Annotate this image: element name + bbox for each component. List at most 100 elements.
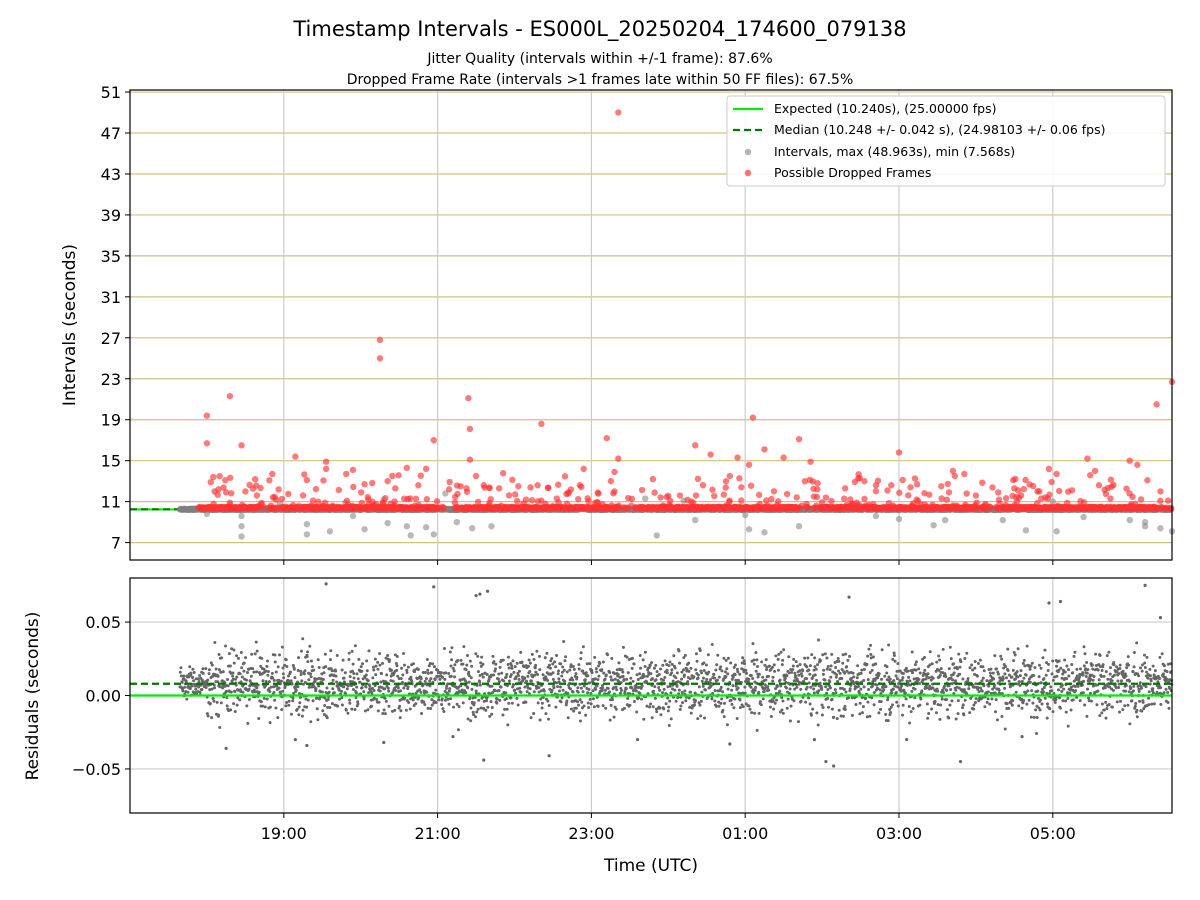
dropped-frame-point <box>465 395 472 402</box>
dropped-frame-point <box>509 476 516 484</box>
dropped-frame-point <box>722 484 729 491</box>
dropped-frame-point <box>938 495 945 502</box>
residual-point <box>232 648 236 652</box>
dropped-frame-point <box>747 482 755 489</box>
dropped-frame-point <box>289 502 297 509</box>
dropped-frame-point <box>511 491 519 498</box>
interval-point <box>742 511 749 519</box>
residual-point <box>456 658 460 662</box>
residual-point <box>220 656 224 660</box>
residual-point <box>178 670 182 674</box>
residual-point <box>331 678 335 682</box>
residual-point <box>411 698 415 702</box>
residual-point <box>309 720 313 724</box>
residual-point <box>272 678 276 682</box>
dropped-frame-point <box>392 485 399 492</box>
dropped-frame-point <box>649 475 657 483</box>
residual-point <box>299 673 303 677</box>
residual-point <box>359 665 363 669</box>
dropped-frame-point <box>849 500 856 508</box>
residual-point <box>291 699 295 703</box>
residual-point <box>312 668 316 672</box>
dropped-frame-point <box>793 494 800 501</box>
residual-point <box>241 690 245 694</box>
residual-point <box>227 652 231 656</box>
dropped-frame-point <box>544 484 552 491</box>
residual-point <box>320 690 324 694</box>
residual-point <box>257 716 261 720</box>
dropped-frame-point <box>253 492 261 499</box>
legend: Expected (10.240s), (25.00000 fps) Media… <box>726 95 1166 187</box>
residual-point <box>322 671 326 675</box>
residual-point <box>398 716 402 720</box>
residual-point <box>378 663 382 667</box>
interval-point <box>469 525 476 532</box>
dropped-frame-point <box>412 495 420 502</box>
dropped-frame-point <box>228 490 235 497</box>
dropped-frame-point <box>272 496 280 503</box>
dropped-frame-point <box>415 482 422 489</box>
dropped-frame-point <box>905 492 912 499</box>
residual-point <box>235 654 239 658</box>
dropped-frame-point <box>303 476 311 484</box>
intervals-points <box>176 490 1176 540</box>
residual-point <box>277 686 281 690</box>
dropped-frame-point <box>1153 401 1160 408</box>
residual-point <box>308 672 312 676</box>
dropped-frame-point <box>275 486 282 493</box>
residual-point <box>352 676 356 680</box>
interval-point <box>1080 513 1087 521</box>
residual-point <box>254 640 258 644</box>
residual-point <box>188 665 192 669</box>
residual-point <box>192 670 196 674</box>
dropped-frame-point <box>979 479 986 486</box>
residual-point <box>418 688 422 692</box>
residual-point <box>198 674 202 678</box>
residual-point <box>206 678 210 682</box>
dropped-frame-point <box>809 478 817 485</box>
dropped-frame-point <box>1055 487 1063 495</box>
dropped-frame-point <box>384 477 391 485</box>
intervals-y-tick-label: 51 <box>101 83 121 102</box>
dropped-frame-point <box>1104 484 1112 492</box>
residual-point <box>342 676 346 680</box>
dropped-frame-point <box>515 483 522 490</box>
residual-point <box>450 658 454 662</box>
residual-point <box>385 673 389 677</box>
residual-point <box>204 686 208 690</box>
residual-point <box>206 714 210 718</box>
residual-point <box>329 649 333 653</box>
dropped-frame-point <box>810 493 818 500</box>
dropped-frame-point <box>872 487 880 495</box>
residual-point <box>263 705 267 709</box>
dropped-frame-point <box>239 501 246 509</box>
residual-point <box>295 707 299 711</box>
residual-point <box>255 670 259 674</box>
residual-point <box>330 702 334 706</box>
dropped-frame-point <box>1144 477 1151 484</box>
residual-point <box>245 670 249 674</box>
dropped-frame-point <box>734 454 741 461</box>
dropped-frame-point <box>251 476 259 483</box>
residual-point <box>446 682 450 686</box>
residual-point <box>429 677 433 681</box>
residual-point <box>262 696 266 700</box>
dropped-frame-point <box>692 442 699 449</box>
dropped-frame-point <box>896 489 903 496</box>
residual-point <box>287 699 291 703</box>
residual-point <box>284 658 288 662</box>
residual-point <box>231 674 235 678</box>
intervals-y-tick-label: 27 <box>101 329 121 348</box>
residual-point <box>370 704 374 708</box>
residual-point <box>240 675 244 679</box>
residual-point <box>273 653 277 657</box>
dropped-frame-point <box>889 502 897 509</box>
dropped-frame-point <box>1063 499 1071 507</box>
residual-point <box>210 687 214 691</box>
residual-point <box>395 664 399 668</box>
residual-point <box>317 665 321 669</box>
residual-point <box>293 676 297 680</box>
residual-point <box>261 679 265 683</box>
residual-point <box>367 649 371 653</box>
residual-point <box>273 698 277 702</box>
